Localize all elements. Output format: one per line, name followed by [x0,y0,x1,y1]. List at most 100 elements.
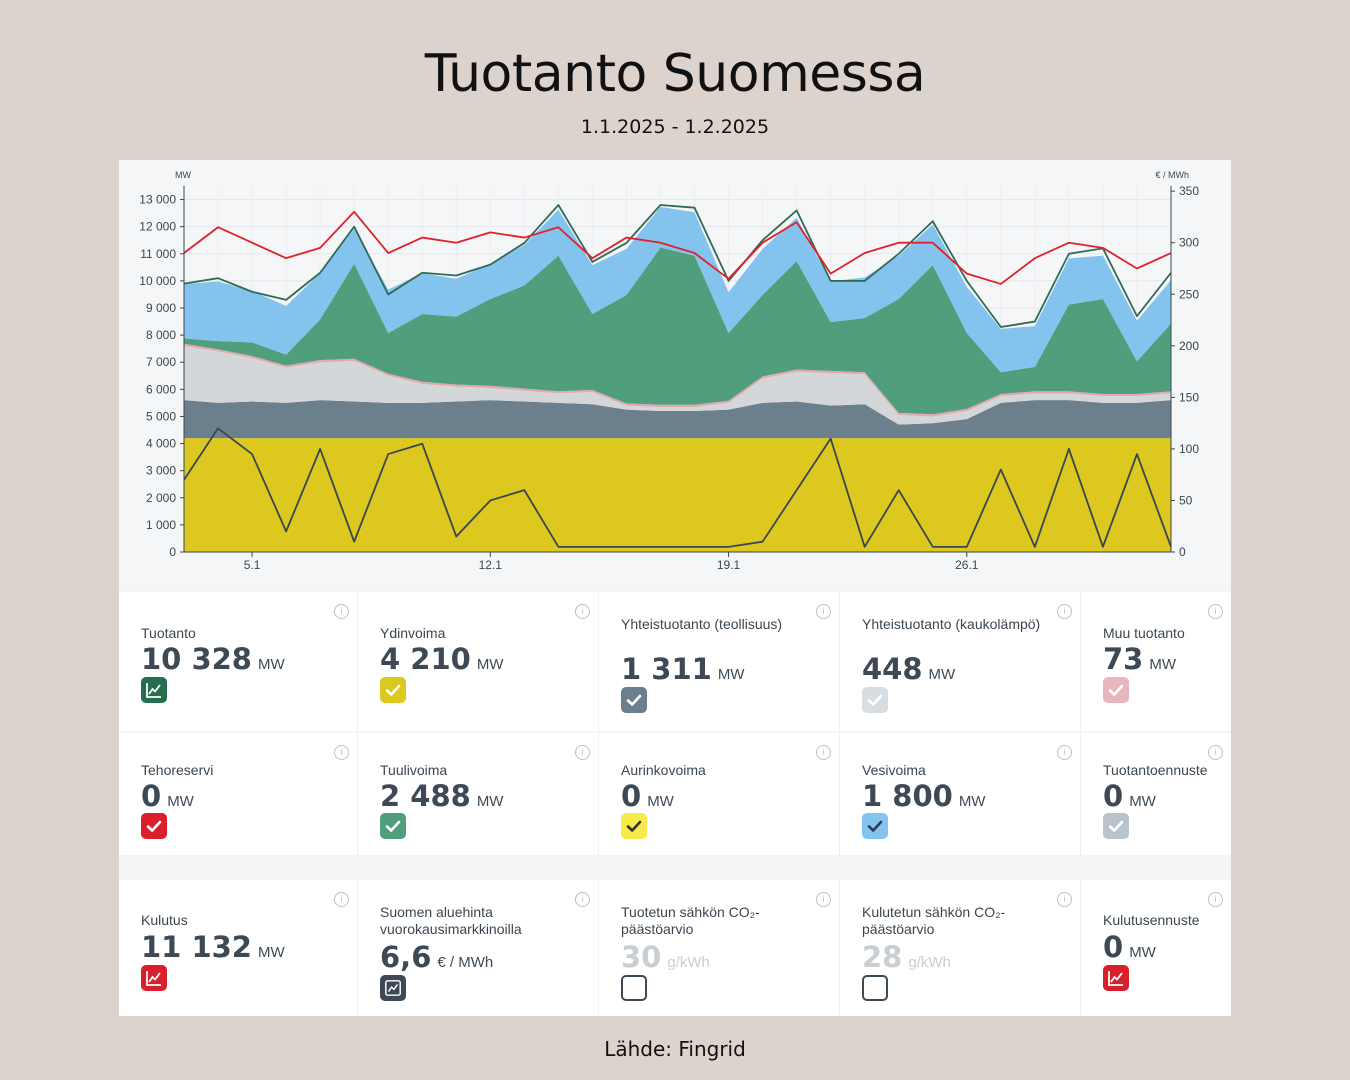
empty-checkbox-icon[interactable] [621,975,647,1001]
metric-card[interactable]: i Yhteistuotanto (kaukolämpö) 448 MW [840,592,1081,731]
x-tick-label: 12.1 [479,558,503,572]
info-icon[interactable]: i [1057,892,1072,907]
metric-card[interactable]: i Tehoreservi 0 MW [119,733,358,855]
info-icon[interactable]: i [1208,604,1223,619]
metric-card[interactable]: i Tuotantoennuste 0 MW [1081,733,1231,855]
area-series-1 [184,400,1171,439]
card-label: Aurinkovoima [621,762,706,778]
card-label: Suomen aluehinta vuorokausimarkkinoilla [380,904,522,937]
check-icon[interactable] [1103,813,1129,839]
empty-checkbox-icon[interactable] [862,975,888,1001]
metric-card[interactable]: i Muu tuotanto 73 MW [1081,592,1231,731]
metric-card[interactable]: i Tuotanto 10 328 MW [119,592,358,731]
card-row: i Kulutus 11 132 MW i Suomen aluehinta vuorok… [119,880,1231,1016]
metric-card[interactable]: i Suomen aluehinta vuorokausimarkkinoilla… [358,880,599,1016]
info-icon[interactable]: i [816,745,831,760]
card-label: Vesivoima [862,762,926,778]
info-icon[interactable]: i [334,892,349,907]
card-value: 28 g/kWh [862,940,951,974]
card-value-number: 1 800 [862,779,953,813]
y-axis-label-right: € / MWh [1155,170,1189,180]
card-label: Kulutus [141,912,188,928]
y-tick-label-right: 200 [1179,339,1199,353]
info-icon[interactable]: i [1208,892,1223,907]
card-value-number: 448 [862,652,923,686]
info-icon[interactable]: i [334,745,349,760]
trend-chart-icon[interactable] [380,975,406,1001]
line-series-1 [183,210,1172,285]
check-icon[interactable] [862,687,888,713]
x-tick-label: 26.1 [955,558,979,572]
y-tick-label-left: 1 000 [146,518,176,532]
card-value-number: 10 328 [141,642,252,676]
card-value: 1 311 MW [621,652,744,686]
y-tick-label-right: 300 [1179,236,1199,250]
card-value: 73 MW [1103,642,1176,676]
card-label: Yhteistuotanto (kaukolämpö) [862,616,1041,632]
card-value-number: 30 [621,940,662,974]
card-value: 6,6 € / MWh [380,940,493,974]
check-icon[interactable] [862,813,888,839]
metric-card[interactable]: i Tuotetun sähkön CO₂-päästöarvio 30 g/kWh [599,880,840,1016]
page-title: Tuotanto Suomessa [424,44,926,104]
metric-card[interactable]: i Ydinvoima 4 210 MW [358,592,599,731]
x-tick-label: 19.1 [717,558,741,572]
info-icon[interactable]: i [1057,604,1072,619]
dashboard-panel: 0 1 000 2 000 3 000 4 000 5 000 6 000 7 000 8 00… [119,160,1231,1016]
card-label: Kulutusennuste [1103,912,1200,928]
check-icon[interactable] [621,813,647,839]
check-icon[interactable] [380,677,406,703]
card-value-number: 0 [1103,779,1124,813]
trend-chart-icon[interactable] [1103,965,1129,991]
check-icon[interactable] [621,687,647,713]
card-label: Muu tuotanto [1103,625,1185,641]
card-value-number: 0 [621,779,642,813]
metric-card[interactable]: i Yhteistuotanto (teollisuus) 1 311 MW [599,592,840,731]
card-unit: MW [647,793,674,810]
card-unit: MW [258,656,285,673]
info-icon[interactable]: i [816,604,831,619]
card-value: 0 MW [1103,779,1156,813]
y-tick-label-left: 13 000 [139,193,176,207]
y-tick-label-left: 2 000 [146,491,176,505]
source-caption: Lähde: Fingrid [604,1037,746,1061]
card-unit: € / MWh [437,954,494,971]
y-tick-label-right: 50 [1179,493,1193,507]
card-label: Tuotanto [141,625,196,641]
y-tick-label-left: 10 000 [139,274,176,288]
metric-card[interactable]: i Vesivoima 1 800 MW [840,733,1081,855]
chart-svg: 0 1 000 2 000 3 000 4 000 5 000 6 000 7 000 8 00… [139,170,1199,572]
metric-card[interactable]: i Tuulivoima 2 488 MW [358,733,599,855]
check-icon[interactable] [380,813,406,839]
y-tick-label-left: 7 000 [146,355,176,369]
info-icon[interactable]: i [816,892,831,907]
card-value-number: 11 132 [141,930,252,964]
info-icon[interactable]: i [334,604,349,619]
y-tick-label-left: 9 000 [146,301,176,315]
metric-card[interactable]: i Kulutetun sähkön CO₂-päästöarvio 28 g/kWh [840,880,1081,1016]
metric-card[interactable]: i Kulutusennuste 0 MW [1081,880,1231,1016]
check-icon[interactable] [141,813,167,839]
info-icon[interactable]: i [575,604,590,619]
card-value-number: 0 [1103,930,1124,964]
card-unit: MW [258,944,285,961]
info-icon[interactable]: i [575,892,590,907]
card-row: i Tuotanto 10 328 MW i Ydinvoima 4 210 MW i Yhtei… [119,592,1231,731]
trend-chart-icon[interactable] [141,677,167,703]
y-tick-label-left: 8 000 [146,328,176,342]
trend-chart-icon[interactable] [141,965,167,991]
x-tick-label: 5.1 [244,558,261,572]
card-label: Tuotantoennuste [1103,762,1208,778]
metric-card[interactable]: i Aurinkovoima 0 MW [599,733,840,855]
metric-card[interactable]: i Kulutus 11 132 MW [119,880,358,1016]
card-unit: MW [476,793,504,810]
card-unit: MW [167,793,194,810]
info-icon[interactable]: i [1208,745,1223,760]
card-value-number: 6,6 [380,940,432,974]
y-tick-label-left: 5 000 [146,409,176,423]
info-icon[interactable]: i [575,745,590,760]
check-icon[interactable] [1103,677,1129,703]
area-series-2 [184,345,1171,425]
info-icon[interactable]: i [1057,745,1072,760]
card-unit: MW [476,656,504,673]
